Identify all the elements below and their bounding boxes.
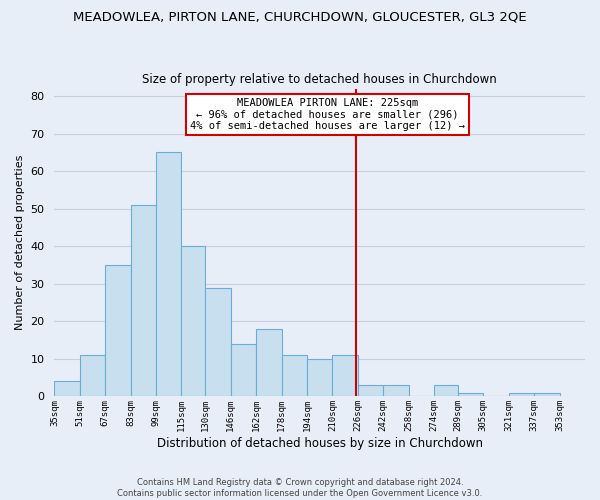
- Bar: [256, 329, 281, 396]
- Title: Size of property relative to detached houses in Churchdown: Size of property relative to detached ho…: [142, 73, 497, 86]
- X-axis label: Distribution of detached houses by size in Churchdown: Distribution of detached houses by size …: [157, 437, 483, 450]
- Bar: [434, 385, 458, 396]
- Bar: [307, 359, 332, 397]
- Y-axis label: Number of detached properties: Number of detached properties: [15, 155, 25, 330]
- Bar: [205, 288, 231, 397]
- Bar: [181, 246, 205, 396]
- Text: MEADOWLEA PIRTON LANE: 225sqm
← 96% of detached houses are smaller (296)
4% of s: MEADOWLEA PIRTON LANE: 225sqm ← 96% of d…: [190, 98, 465, 131]
- Bar: [332, 355, 358, 397]
- Bar: [383, 385, 409, 396]
- Bar: [80, 355, 105, 397]
- Text: Contains HM Land Registry data © Crown copyright and database right 2024.
Contai: Contains HM Land Registry data © Crown c…: [118, 478, 482, 498]
- Bar: [231, 344, 256, 397]
- Bar: [105, 265, 131, 396]
- Bar: [458, 392, 484, 396]
- Bar: [281, 355, 307, 397]
- Text: MEADOWLEA, PIRTON LANE, CHURCHDOWN, GLOUCESTER, GL3 2QE: MEADOWLEA, PIRTON LANE, CHURCHDOWN, GLOU…: [73, 10, 527, 23]
- Bar: [534, 392, 560, 396]
- Bar: [156, 152, 181, 396]
- Bar: [509, 392, 534, 396]
- Bar: [131, 205, 156, 396]
- Bar: [55, 382, 80, 396]
- Bar: [358, 385, 383, 396]
